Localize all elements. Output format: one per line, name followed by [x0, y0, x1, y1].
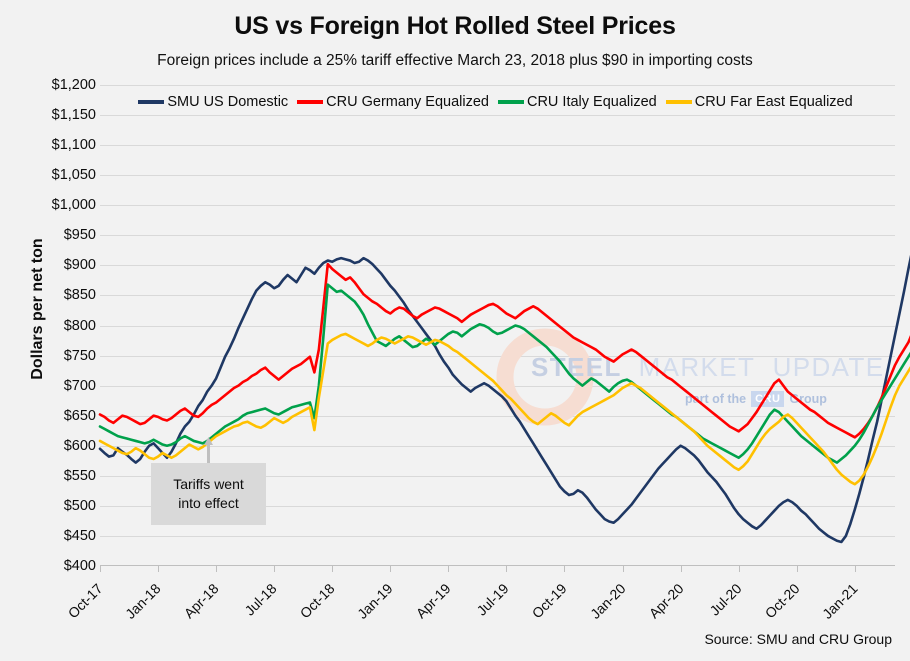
gridline	[100, 115, 895, 117]
legend-item[interactable]: CRU Germany Equalized	[297, 94, 489, 110]
x-axis-tickmark	[274, 566, 276, 572]
y-axis-tick-label: $750	[63, 347, 96, 364]
gridline	[100, 85, 895, 86]
source-note: Source: SMU and CRU Group	[704, 631, 892, 647]
y-axis-tick-label: $1,200	[51, 77, 96, 93]
gridline	[100, 175, 895, 177]
tariff-annotation: Tariffs went into effect	[151, 463, 266, 525]
x-axis-tick-label: Oct-17	[64, 580, 106, 622]
y-axis-tick-label: $950	[63, 227, 96, 244]
gridline	[100, 325, 895, 327]
x-axis-tickmark	[506, 566, 508, 572]
gridline	[100, 265, 895, 267]
series-line	[98, 283, 910, 464]
legend-swatch-icon	[297, 100, 324, 104]
gridline	[100, 445, 895, 447]
x-axis-tick-label: Jul-20	[706, 580, 745, 619]
x-axis-tick-label: Jan-18	[122, 580, 164, 622]
gridline	[100, 475, 895, 477]
x-axis-tick-label: Apr-20	[645, 580, 687, 622]
legend-label: SMU US Domestic	[167, 94, 289, 110]
legend-swatch-icon	[665, 100, 692, 104]
legend-item[interactable]: CRU Italy Equalized	[497, 94, 657, 110]
x-axis-tickmark	[738, 566, 740, 572]
legend-item[interactable]: CRU Far East Equalized	[665, 94, 853, 110]
gridline	[100, 145, 895, 147]
x-axis-tick-label: Jan-20	[586, 580, 629, 622]
y-axis-tick-label: $850	[63, 287, 96, 304]
x-axis-tick-label: Jan-21	[818, 580, 861, 622]
x-axis-tickmark	[332, 566, 334, 572]
y-axis-tick-label: $1,100	[51, 137, 96, 154]
x-axis-tick-label: Oct-20	[761, 580, 803, 622]
series-line	[98, 332, 910, 486]
x-axis-tick-label: Apr-18	[180, 580, 222, 622]
gridline	[100, 295, 895, 297]
gridline	[100, 235, 895, 237]
tariff-arrow-icon	[204, 437, 213, 467]
legend-label: CRU Germany Equalized	[326, 94, 489, 110]
x-axis-tick-label: Jul-18	[241, 580, 280, 619]
y-axis-tick-label: $450	[63, 527, 96, 544]
y-axis-tick-label: $550	[63, 467, 96, 484]
x-axis-tick-label: Oct-18	[296, 580, 338, 622]
y-axis-tick-label: $1,150	[51, 107, 96, 124]
series-line	[98, 254, 910, 544]
x-axis-tickmark	[216, 566, 218, 572]
gridline	[100, 505, 895, 507]
tariff-annotation-line1: Tariffs went	[173, 476, 244, 493]
x-axis-tickmark	[448, 566, 450, 572]
series-line	[98, 262, 910, 439]
legend-swatch-icon	[138, 100, 165, 104]
tariff-annotation-line2: into effect	[178, 495, 239, 511]
y-axis-tick-label: $800	[63, 317, 96, 334]
x-axis-tickmark	[390, 566, 392, 572]
x-axis-tick-label: Apr-19	[412, 580, 455, 622]
legend-item[interactable]: SMU US Domestic	[138, 94, 288, 110]
chart-subtitle: Foreign prices include a 25% tariff effe…	[157, 52, 753, 69]
y-axis-tick-label: $500	[63, 497, 96, 514]
x-axis-tickmark	[796, 566, 798, 572]
y-axis-ticks: $1,200 $1,150 $1,100 $1,050 $1,000 $950 $900 $8…	[20, 0, 96, 661]
x-axis-tickmark	[100, 566, 101, 572]
y-axis-tick-label: $650	[63, 407, 96, 424]
x-axis-tickmark	[680, 566, 682, 572]
x-axis-tick-label: Jul-19	[473, 580, 513, 619]
y-axis-tick-label: $700	[63, 377, 96, 394]
x-axis-line	[100, 565, 895, 566]
x-axis-tick-label: Jan-19	[354, 580, 396, 622]
legend-swatch-icon	[497, 100, 524, 104]
chart-legend: SMU US Domestic CRU Germany Equalized CRU …	[100, 92, 900, 112]
x-axis-tickmark	[622, 566, 624, 572]
x-axis-tick-label: Oct-19	[529, 580, 571, 622]
x-axis-tickmark	[564, 566, 566, 572]
y-axis-tick-label: $1,000	[51, 197, 96, 214]
y-axis-tick-label: $900	[63, 257, 96, 274]
y-axis-tick-label: $1,050	[51, 167, 96, 184]
gridline	[100, 205, 895, 207]
y-axis-tick-label: $400	[63, 558, 96, 574]
x-axis-tickmark	[854, 566, 856, 572]
chart-title: US vs Foreign Hot Rolled Steel Prices	[234, 12, 676, 40]
legend-label: CRU Italy Equalized	[526, 94, 657, 110]
gridline	[100, 535, 895, 537]
x-axis-tickmark	[158, 566, 160, 572]
y-axis-tick-label: $600	[63, 437, 96, 454]
legend-label: CRU Far East Equalized	[694, 94, 853, 110]
